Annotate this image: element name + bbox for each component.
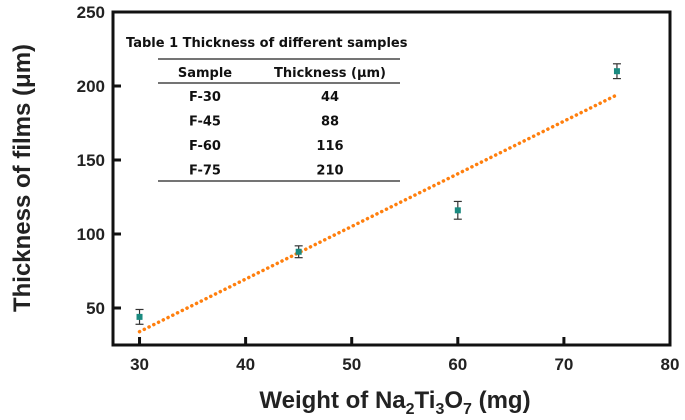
x-axis-label-part: O	[444, 387, 463, 414]
table-title: Table 1 Thickness of different samples	[126, 36, 408, 51]
table-header: Thickness (μm)	[274, 66, 386, 81]
y-tick-label: 100	[77, 225, 105, 244]
x-axis-label-part: Ti	[415, 387, 436, 414]
x-tick-label: 70	[554, 355, 573, 374]
table-cell: 44	[321, 90, 339, 105]
x-axis-label-part: 7	[463, 401, 472, 418]
y-tick-label: 150	[77, 151, 105, 170]
data-point	[295, 248, 302, 255]
y-axis-label: Thickness of films (μm)	[9, 44, 36, 312]
y-tick-label: 200	[77, 77, 105, 96]
data-point	[613, 68, 620, 75]
x-tick-label: 30	[130, 355, 149, 374]
data-point	[454, 207, 461, 214]
x-tick-label: 40	[236, 355, 255, 374]
data-point	[136, 313, 143, 320]
table-cell: F-45	[189, 115, 221, 130]
x-axis-label-part: 3	[435, 401, 444, 418]
x-axis-label-part: Weight of Na	[259, 387, 406, 414]
x-axis-label: Weight of Na2Ti3O7 (mg)	[259, 387, 530, 418]
table-cell: F-30	[189, 90, 221, 105]
x-tick-label: 60	[448, 355, 467, 374]
x-axis-label-part: (mg)	[472, 387, 531, 414]
table-cell: F-60	[189, 139, 221, 154]
y-tick-label: 50	[86, 299, 105, 318]
plot-frame	[111, 10, 672, 347]
table-cell: 116	[316, 139, 343, 154]
table-header: Sample	[178, 66, 232, 81]
table-cell: F-75	[189, 164, 221, 179]
table-cell: 210	[316, 164, 343, 179]
x-tick-label: 50	[342, 355, 361, 374]
x-axis-label-part: 2	[406, 401, 415, 418]
fit-line	[137, 93, 619, 334]
table-cell: 88	[321, 115, 339, 130]
y-tick-label: 250	[77, 3, 105, 22]
x-tick-label: 80	[661, 355, 680, 374]
